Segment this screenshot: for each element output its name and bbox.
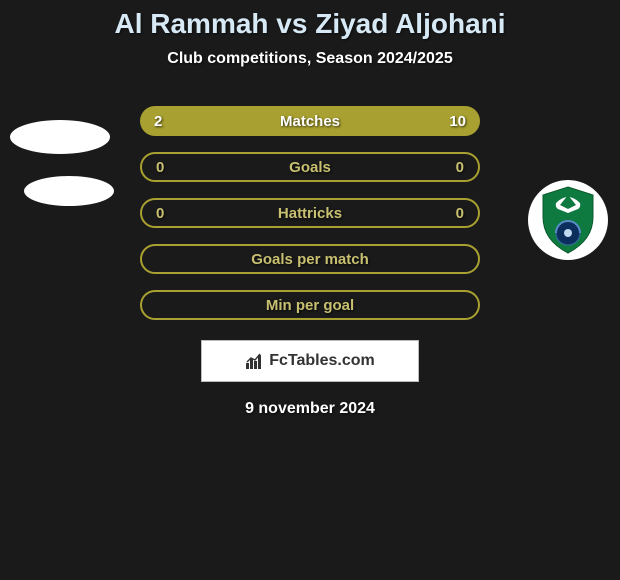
stat-left-value: 2 <box>154 113 162 130</box>
stat-left-value: 0 <box>156 159 164 176</box>
page-title: Al Rammah vs Ziyad Aljohani <box>0 8 620 40</box>
stat-row: 0 Hattricks 0 <box>0 190 620 236</box>
stat-pill: 2 Matches 10 <box>140 106 480 136</box>
stats-list: 2 Matches 10 0 Goals 0 0 Hattricks 0 Goals per ma… <box>0 98 620 328</box>
branding-box: FcTables.com <box>201 340 419 382</box>
stat-label: Goals <box>289 159 331 176</box>
stat-right-value: 0 <box>456 159 464 176</box>
stat-label: Hattricks <box>278 205 342 222</box>
date-label: 9 november 2024 <box>0 400 620 418</box>
bars-icon <box>245 352 265 370</box>
stat-label: Goals per match <box>251 251 369 268</box>
stat-pill: Min per goal <box>140 290 480 320</box>
branding-label: FcTables.com <box>269 352 375 370</box>
stat-pill: Goals per match <box>140 244 480 274</box>
stat-label: Matches <box>280 113 340 130</box>
stat-pill: 0 Goals 0 <box>140 152 480 182</box>
stat-right-value: 0 <box>456 205 464 222</box>
stat-left-value: 0 <box>156 205 164 222</box>
stat-label: Min per goal <box>266 297 354 314</box>
stat-row: Min per goal <box>0 282 620 328</box>
stat-row: 2 Matches 10 <box>0 98 620 144</box>
stat-row: Goals per match <box>0 236 620 282</box>
stat-row: 0 Goals 0 <box>0 144 620 190</box>
stat-pill: 0 Hattricks 0 <box>140 198 480 228</box>
stat-right-value: 10 <box>449 113 466 130</box>
page-subtitle: Club competitions, Season 2024/2025 <box>0 50 620 68</box>
